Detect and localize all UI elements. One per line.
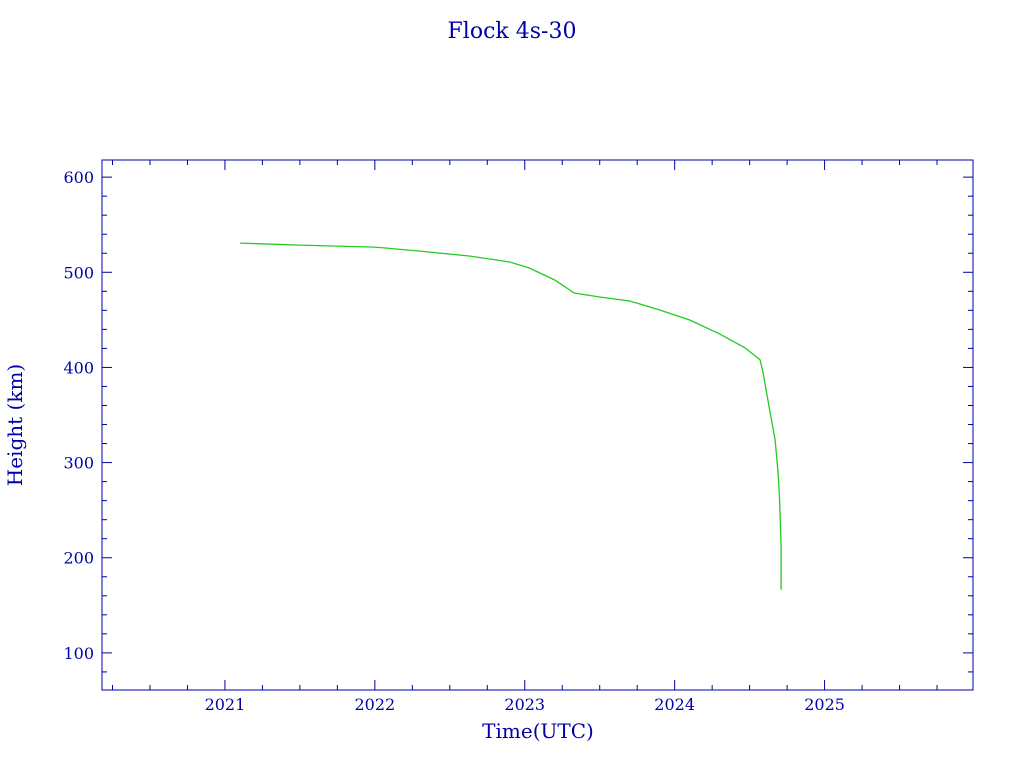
x-tick-label: 2025 [804,695,845,714]
y-tick-labels: 100 200 300 400 500 600 [63,168,94,663]
x-tick-label: 2021 [205,695,246,714]
x-tick-label: 2023 [504,695,545,714]
x-tick-labels: 2021 2022 2023 2024 2025 [205,695,845,714]
y-tick-label: 500 [63,263,94,282]
y-axis-label: Height (km) [3,364,27,486]
y-tick-label: 200 [63,549,94,568]
x-axis-label: Time(UTC) [482,719,594,743]
y-tick-label: 600 [63,168,94,187]
series-group [239,242,782,590]
x-tick-label: 2022 [354,695,395,714]
height-series-line [239,242,782,590]
y-tick-label: 300 [63,454,94,473]
x-tick-label: 2024 [654,695,695,714]
axis-ticks [102,160,973,690]
plot-frame [101,159,974,691]
chart-title: Flock 4s-30 [448,19,577,44]
y-tick-label: 100 [63,644,94,663]
y-tick-label: 400 [63,358,94,377]
